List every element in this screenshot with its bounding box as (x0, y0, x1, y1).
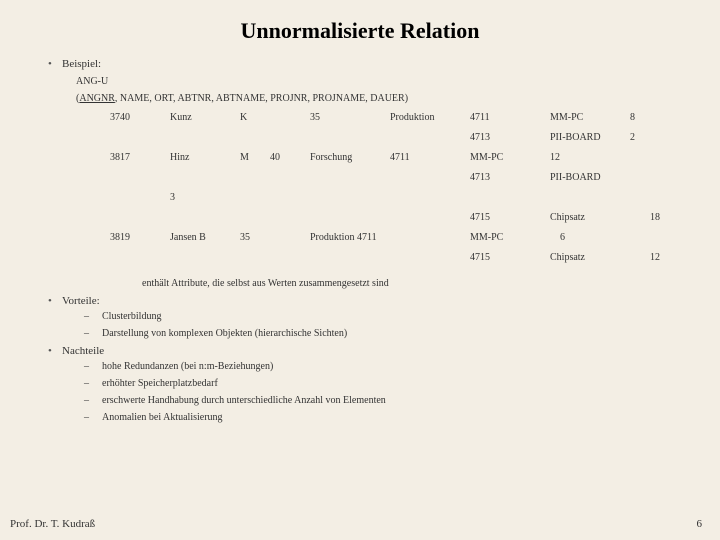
table-name: ANG-U (76, 76, 680, 87)
bullet-disadvantages: Nachteile hohe Redundanzen (bei n:m-Bezi… (48, 345, 680, 423)
table-cell: Produktion (390, 112, 434, 123)
table-cell: 8 (630, 112, 635, 123)
table-cell: Forschung (310, 152, 352, 163)
table-cell: 3819 (110, 232, 130, 243)
table-cell: MM-PC (550, 112, 583, 123)
footer-author: Prof. Dr. T. Kudraß (10, 518, 95, 530)
table-cell: 4713 (470, 172, 490, 183)
table-cell: Hinz (170, 152, 189, 163)
table-cell: 4715 (470, 212, 490, 223)
table-cell: 12 (550, 152, 560, 163)
footer-page: 6 (697, 518, 703, 530)
content-list: Beispiel: ANG-U (ANGNR, NAME, ORT, ABTNR… (48, 58, 680, 423)
list-item: Anomalien bei Aktualisierung (84, 412, 680, 423)
bullet-example-label: Beispiel: (62, 58, 101, 70)
table-note: enthält Attribute, die selbst aus Werten… (142, 278, 680, 289)
table-cell: K (240, 112, 247, 123)
table-cell: 3817 (110, 152, 130, 163)
table-cell: Chipsatz (550, 252, 585, 263)
table-cell: 6 (560, 232, 565, 243)
table-cell: Produktion 4711 (310, 232, 377, 243)
list-item: Clusterbildung (84, 311, 680, 322)
schema-line: (ANGNR, NAME, ORT, ABTNR, ABTNAME, PROJN… (76, 93, 680, 104)
list-item: hohe Redundanzen (bei n:m-Beziehungen) (84, 361, 680, 372)
table-cell: 3740 (110, 112, 130, 123)
table-cell: Chipsatz (550, 212, 585, 223)
schema-key: ANGNR (79, 93, 115, 104)
table-cell: 4713 (470, 132, 490, 143)
bullet-advantages: Vorteile: Clusterbildung Darstellung von… (48, 295, 680, 339)
table-cell: 4715 (470, 252, 490, 263)
list-item: Darstellung von komplexen Objekten (hier… (84, 328, 680, 339)
table-cell: M (240, 152, 249, 163)
table-cell: 2 (630, 132, 635, 143)
slide: Unnormalisierte Relation Beispiel: ANG-U… (0, 0, 720, 540)
table-cell: 40 (270, 152, 280, 163)
disadvantages-list: hohe Redundanzen (bei n:m-Beziehungen) e… (84, 361, 680, 423)
table-cell: MM-PC (470, 152, 503, 163)
table-cell: PII-BOARD (550, 172, 601, 183)
table-cell: 12 (650, 252, 660, 263)
table-cell: PII-BOARD (550, 132, 601, 143)
table-cell: 18 (650, 212, 660, 223)
table-cell: MM-PC (470, 232, 503, 243)
bullet-disadvantages-label: Nachteile (62, 345, 104, 357)
table-cell: Jansen B (170, 232, 206, 243)
bullet-example: Beispiel: ANG-U (ANGNR, NAME, ORT, ABTNR… (48, 58, 680, 289)
table-cell: 35 (240, 232, 250, 243)
table-cell: 35 (310, 112, 320, 123)
table-cell: 3 (170, 192, 175, 203)
table-cell: Kunz (170, 112, 192, 123)
bullet-advantages-label: Vorteile: (62, 295, 100, 307)
list-item: erhöhter Speicherplatzbedarf (84, 378, 680, 389)
table-cell: 4711 (390, 152, 410, 163)
page-title: Unnormalisierte Relation (40, 18, 680, 44)
table-cell: 4711 (470, 112, 490, 123)
list-item: erschwerte Handhabung durch unterschiedl… (84, 395, 680, 406)
data-table: 3740 Kunz K 35 Produktion 4711 MM-PC 8 4713 PII-B… (90, 112, 680, 272)
advantages-list: Clusterbildung Darstellung von komplexen… (84, 311, 680, 339)
